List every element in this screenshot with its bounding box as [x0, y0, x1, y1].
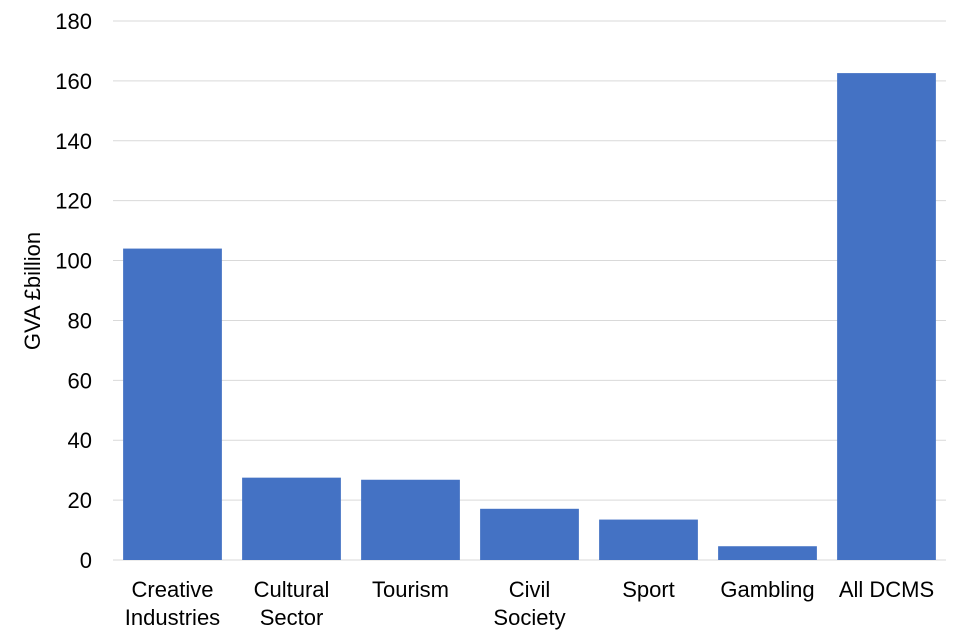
bar: [361, 479, 460, 560]
x-category-label: Creative Industries: [125, 577, 220, 630]
bar: [718, 546, 817, 560]
bar: [123, 248, 222, 561]
x-category-label: Civil Society: [493, 577, 565, 630]
y-axis-ticks: 0 20 40 60 80 100 120 140 160 180: [55, 9, 92, 573]
x-category-label: Sport: [622, 577, 675, 602]
bar: [599, 519, 698, 560]
x-category-label: Gambling: [720, 577, 814, 602]
x-axis-categories: Creative Industries Cultural Sector Tourism C…: [125, 577, 934, 630]
x-category-label: All DCMS: [839, 577, 934, 602]
y-tick-label: 160: [55, 69, 92, 94]
bars: [123, 73, 936, 561]
y-axis-title: GVA £billion: [20, 232, 45, 350]
y-tick-label: 100: [55, 249, 92, 274]
x-category-label: Tourism: [372, 577, 449, 602]
bar: [837, 73, 936, 560]
y-tick-label: 140: [55, 129, 92, 154]
y-tick-label: 40: [68, 428, 92, 453]
y-tick-label: 80: [68, 308, 92, 333]
bar: [480, 508, 579, 560]
gridlines: [113, 20, 946, 561]
y-tick-label: 20: [68, 488, 92, 513]
y-tick-label: 0: [80, 548, 92, 573]
x-category-label: Cultural Sector: [254, 577, 330, 630]
y-tick-label: 120: [55, 189, 92, 214]
y-tick-label: 180: [55, 9, 92, 34]
y-tick-label: 60: [68, 368, 92, 393]
bar: [242, 477, 341, 560]
